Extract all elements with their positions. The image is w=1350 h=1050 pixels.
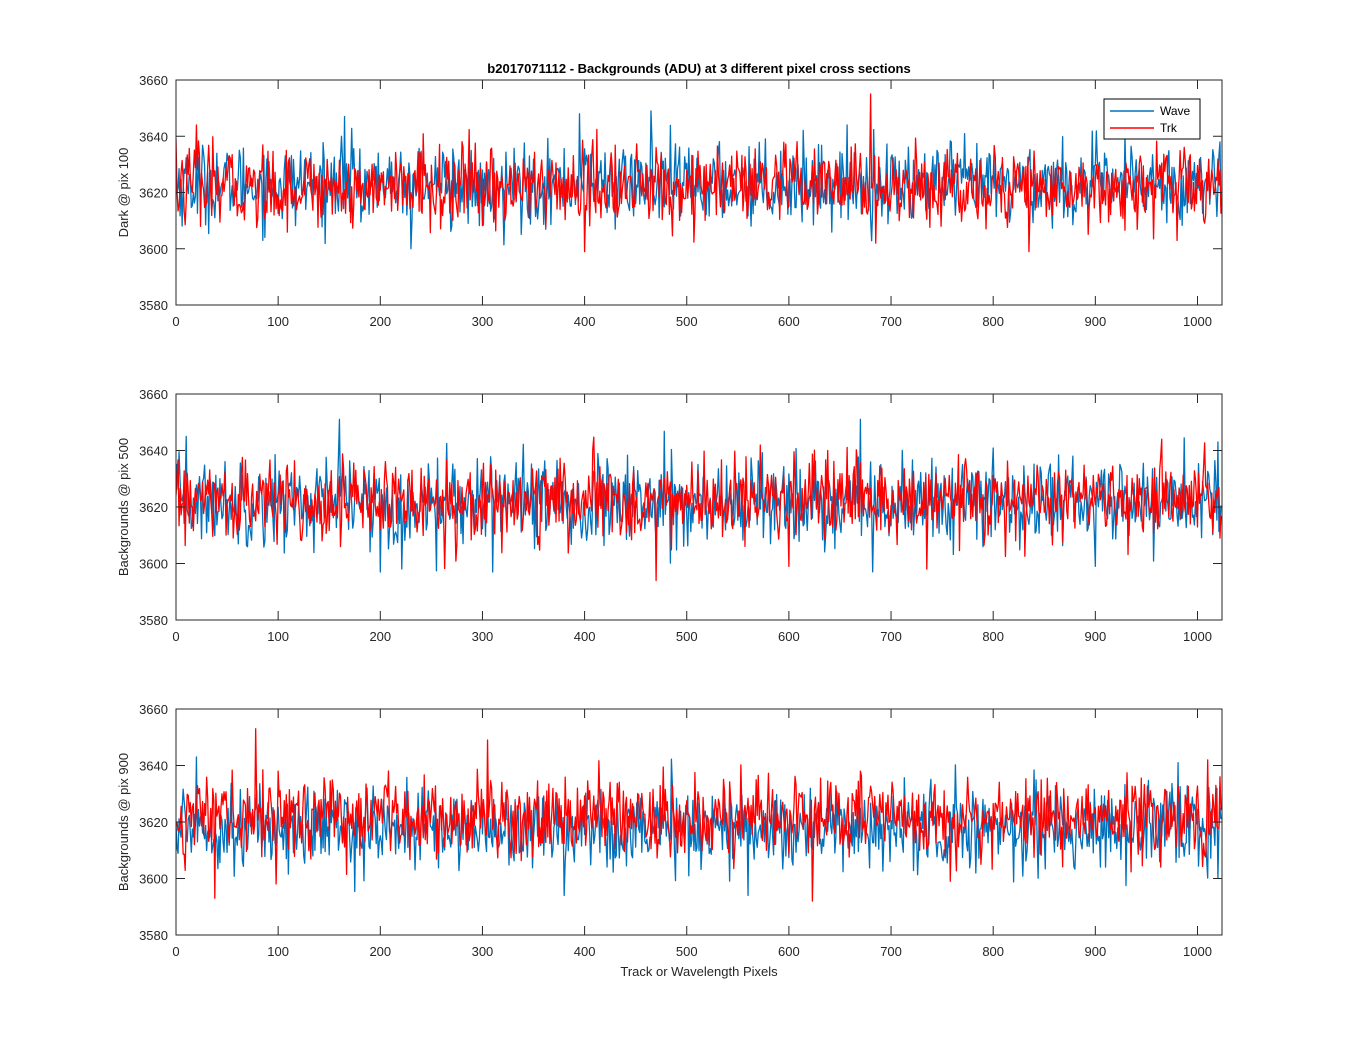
x-tick-label: 300: [472, 944, 494, 959]
x-tick-label: 400: [574, 944, 596, 959]
y-tick-label: 3580: [139, 928, 168, 943]
y-axis-label: Backgrounds @ pix 500: [116, 438, 131, 576]
x-tick-label: 500: [676, 629, 698, 644]
x-tick-label: 200: [369, 944, 391, 959]
y-tick-label: 3620: [139, 186, 168, 201]
y-tick-label: 3640: [139, 129, 168, 144]
figure-title: b2017071112 - Backgrounds (ADU) at 3 dif…: [487, 61, 910, 76]
x-tick-label: 200: [369, 314, 391, 329]
x-tick-label: 400: [574, 629, 596, 644]
y-tick-label: 3660: [139, 702, 168, 717]
x-tick-label: 300: [472, 629, 494, 644]
subplot-3: 0 100 200 300 400 500 600 700 800 900 1000 3580 3600…: [116, 702, 1223, 959]
x-tick-label: 700: [880, 629, 902, 644]
x-tick-label: 600: [778, 629, 800, 644]
y-tick-label: 3640: [139, 444, 168, 459]
subplot-1: 0 100 200 300 400 500 600 700 800 900 1000 3580 3600…: [116, 73, 1223, 329]
y-axis-label: Dark @ pix 100: [116, 148, 131, 238]
y-tick-label: 3620: [139, 815, 168, 830]
x-tick-label: 1000: [1183, 314, 1212, 329]
y-tick-label: 3580: [139, 298, 168, 313]
series-line-trk: [176, 728, 1222, 902]
x-tick-label: 100: [267, 629, 289, 644]
x-tick-label: 0: [172, 944, 179, 959]
x-tick-label: 400: [574, 314, 596, 329]
x-tick-label: 600: [778, 944, 800, 959]
y-tick-label: 3620: [139, 500, 168, 515]
x-tick-label: 300: [472, 314, 494, 329]
y-tick-label: 3640: [139, 759, 168, 774]
x-tick-label: 800: [982, 314, 1004, 329]
x-tick-label: 0: [172, 629, 179, 644]
y-axis-label: Backgrounds @ pix 900: [116, 753, 131, 891]
x-tick-label: 800: [982, 629, 1004, 644]
legend-label-wave: Wave: [1160, 104, 1191, 118]
y-tick-label: 3660: [139, 73, 168, 88]
subplots: 0 100 200 300 400 500 600 700 800 900 100035803600…: [116, 73, 1223, 959]
x-tick-label: 500: [676, 944, 698, 959]
legend: Wave Trk: [1103, 98, 1201, 140]
y-tick-label: 3660: [139, 387, 168, 402]
series-line-trk: [176, 93, 1222, 253]
x-axis-label: Track or Wavelength Pixels: [620, 964, 778, 979]
legend-box: [1103, 98, 1201, 140]
series-line-trk: [176, 436, 1222, 582]
x-tick-label: 200: [369, 629, 391, 644]
y-tick-label: 3600: [139, 557, 168, 572]
x-tick-label: 900: [1084, 314, 1106, 329]
x-tick-label: 900: [1084, 944, 1106, 959]
x-tick-label: 100: [267, 944, 289, 959]
x-tick-label: 600: [778, 314, 800, 329]
legend-label-trk: Trk: [1160, 121, 1178, 135]
x-tick-label: 700: [880, 944, 902, 959]
x-tick-label: 0: [172, 314, 179, 329]
y-tick-label: 3580: [139, 613, 168, 628]
y-tick-label: 3600: [139, 242, 168, 257]
y-tick-label: 3600: [139, 872, 168, 887]
x-tick-label: 700: [880, 314, 902, 329]
x-tick-label: 1000: [1183, 629, 1212, 644]
x-tick-label: 800: [982, 944, 1004, 959]
x-tick-label: 100: [267, 314, 289, 329]
x-tick-label: 1000: [1183, 944, 1212, 959]
x-tick-label: 900: [1084, 629, 1106, 644]
subplot-2: 0 100 200 300 400 500 600 700 800 900 1000 3580 3600…: [116, 387, 1223, 644]
x-tick-label: 500: [676, 314, 698, 329]
